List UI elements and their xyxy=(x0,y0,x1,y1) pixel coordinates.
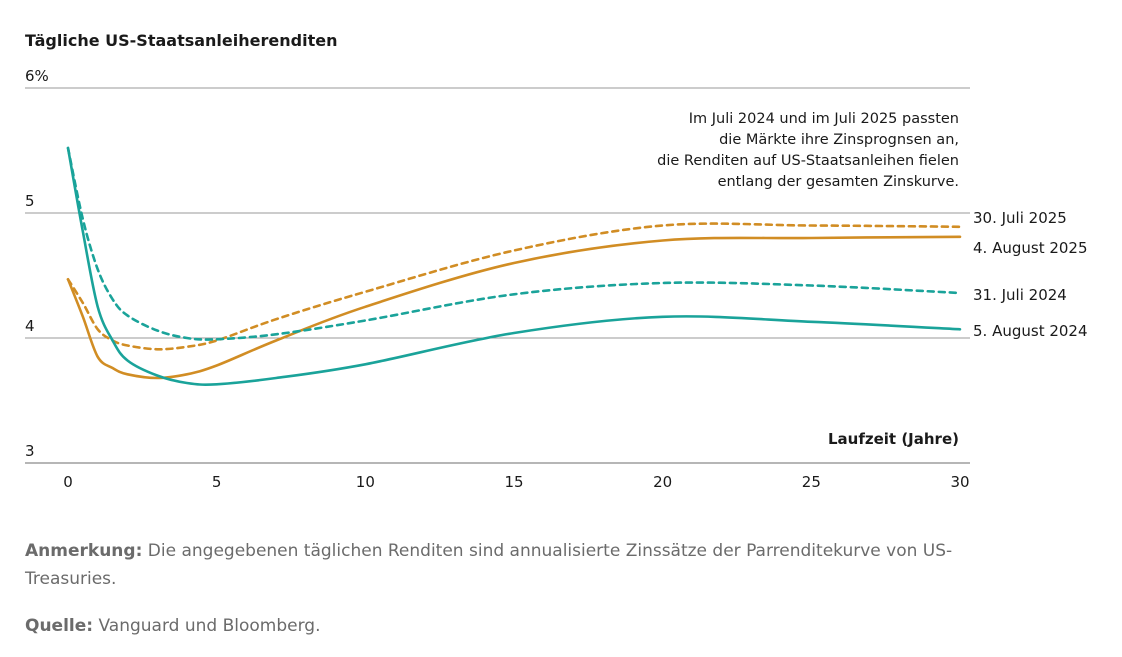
x-tick-label-0: 0 xyxy=(63,473,73,491)
x-tick-label-25: 25 xyxy=(802,473,821,491)
x-axis-label: Laufzeit (Jahre) xyxy=(828,430,959,448)
series-line-0 xyxy=(66,222,962,351)
note-quelle-text: Vanguard und Bloomberg. xyxy=(93,616,321,636)
annotation-line-2: die Renditen auf US-Staatsanleihen fiele… xyxy=(657,153,959,169)
series-label-3: 5. August 2024 xyxy=(973,322,1088,340)
x-tick-label-15: 15 xyxy=(504,473,523,491)
note-quelle: Quelle: Vanguard und Bloomberg. xyxy=(25,612,1025,640)
chart-title: Tägliche US-Staatsanleiherenditen xyxy=(25,31,337,50)
series-lines xyxy=(66,146,962,386)
x-axis-ticks: 0 5 10 15 20 25 30 xyxy=(63,473,969,491)
chart-annotation: Im Juli 2024 und im Juli 2025 passten die… xyxy=(657,111,959,190)
y-tick-label-3: 3 xyxy=(25,442,35,460)
series-labels: 30. Juli 2025 4. August 2025 31. Juli 2024… xyxy=(973,209,1088,340)
series-label-1: 4. August 2025 xyxy=(973,239,1088,257)
series-label-2: 31. Juli 2024 xyxy=(973,286,1067,304)
gridlines xyxy=(25,87,970,464)
note-quelle-label: Quelle: xyxy=(25,616,94,636)
note-anmerkung: Anmerkung: Die angegebenen täglichen Ren… xyxy=(25,537,1025,593)
series-line-2 xyxy=(66,146,962,341)
y-tick-label-5: 5 xyxy=(25,192,35,210)
annotation-line-1: die Märkte ihre Zinsprognsen an, xyxy=(719,132,959,148)
x-tick-label-30: 30 xyxy=(950,473,969,491)
x-tick-label-10: 10 xyxy=(356,473,375,491)
y-axis-ticks: 6% 5 4 3 xyxy=(25,67,49,460)
x-tick-label-5: 5 xyxy=(212,473,222,491)
series-line-3 xyxy=(66,146,962,386)
x-tick-label-20: 20 xyxy=(653,473,672,491)
series-label-0: 30. Juli 2025 xyxy=(973,209,1067,227)
annotation-line-3: entlang der gesamten Zinskurve. xyxy=(718,174,959,190)
note-anmerkung-label: Anmerkung: xyxy=(25,541,143,561)
series-line-1 xyxy=(66,235,962,380)
y-tick-label-6: 6% xyxy=(25,67,49,85)
note-anmerkung-text: Die angegebenen täglichen Renditen sind … xyxy=(25,541,953,589)
y-tick-label-4: 4 xyxy=(25,317,35,335)
yield-curve-chart: Tägliche US-Staatsanleiherenditen 6%543 … xyxy=(25,31,1088,491)
annotation-line-0: Im Juli 2024 und im Juli 2025 passten xyxy=(689,111,959,127)
